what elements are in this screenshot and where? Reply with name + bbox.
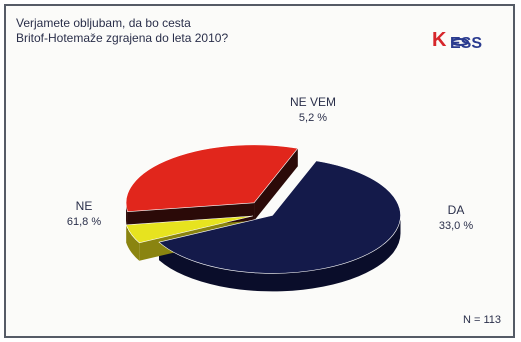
sample-size: N = 113 xyxy=(462,314,501,326)
chart-title: Verjamete obljubam, da bo cesta Britof-H… xyxy=(16,16,316,46)
kess-logo: K ESS xyxy=(432,29,482,52)
pie-edge-da-1 xyxy=(254,148,298,221)
chart-frame: Verjamete obljubam, da bo cesta Britof-H… xyxy=(4,4,515,338)
pie-slice-ne-vem xyxy=(125,215,253,244)
label-da-name: DA xyxy=(447,203,465,217)
logo-k: K xyxy=(432,29,447,51)
pie-slice-da xyxy=(125,144,299,212)
label-da-value: 33,0 % xyxy=(438,220,474,232)
pie-chart xyxy=(125,144,401,292)
pie-side-ne xyxy=(158,215,401,292)
label-nevem: NE VEM 5,2 % xyxy=(278,94,348,126)
label-nevem-value: 5,2 % xyxy=(298,112,328,124)
pie-slice-ne xyxy=(158,160,401,274)
label-da: DA 33,0 % xyxy=(428,202,484,234)
pie-side-da xyxy=(126,202,128,230)
title-line-1: Verjamete obljubam, da bo cesta xyxy=(16,16,191,30)
label-ne-value: 61,8 % xyxy=(66,216,102,228)
label-nevem-name: NE VEM xyxy=(289,95,336,109)
label-ne: NE 61,8 % xyxy=(54,198,114,230)
title-line-2: Britof-Hotemaže zgrajena do leta 2010? xyxy=(16,31,229,45)
label-ne-name: NE xyxy=(75,199,93,213)
logo-rest: ESS xyxy=(450,35,482,52)
